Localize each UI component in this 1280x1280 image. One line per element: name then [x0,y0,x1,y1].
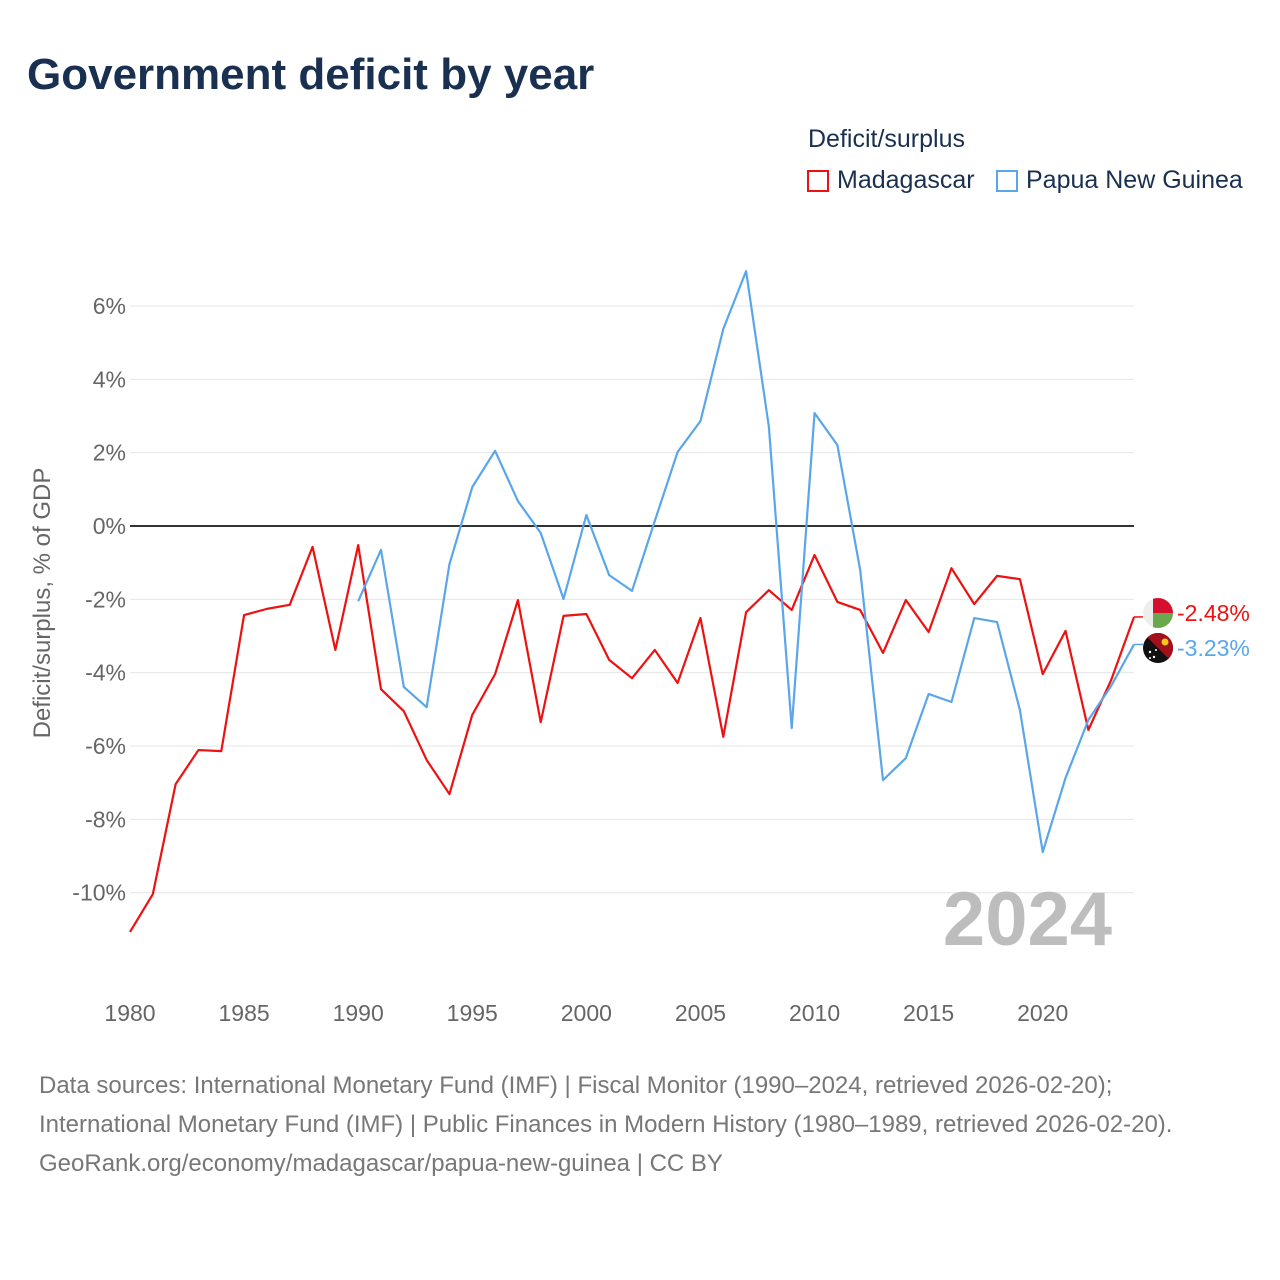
legend-item-papua-new-guinea[interactable]: Papua New Guinea [996,166,1243,195]
madagascar-end-label: -2.48% [1177,600,1250,626]
y-tick-label: 4% [93,366,126,392]
x-tick-label: 1985 [219,1000,270,1026]
x-tick-label: 1995 [447,1000,498,1026]
chart-title: Government deficit by year [27,50,595,99]
x-tick-label: 2015 [903,1000,954,1026]
year-watermark: 2024 [943,877,1112,962]
source-note: Data sources: International Monetary Fun… [39,1066,1239,1183]
series-line-papua-new-guinea [357,270,1135,854]
y-tick-label: -8% [85,806,126,832]
y-tick-label: 2% [93,440,126,466]
y-tick-label: 0% [93,513,126,539]
legend-title: Deficit/surplus [808,125,965,153]
plot-area: 6% 4% 2% 0% -2% -4% -6% -8% -10% 1980 1985 1990 199… [29,270,1250,1026]
y-tick-label: -10% [72,880,126,906]
papua-new-guinea-flag-icon [1143,633,1173,663]
x-tick-label: 1990 [333,1000,384,1026]
madagascar-flag-icon [1143,598,1173,628]
legend-swatch [807,169,829,192]
y-tick-label: -2% [85,586,126,612]
legend-item-madagascar[interactable]: Madagascar [807,166,975,195]
y-tick-label: -6% [85,733,126,759]
y-tick-label: -4% [85,660,126,686]
x-tick-label: 2020 [1017,1000,1068,1026]
papua-new-guinea-end-label: -3.23% [1177,635,1250,661]
x-tick-label: 2000 [561,1000,612,1026]
legend-label: Papua New Guinea [1026,166,1243,194]
y-axis-label: Deficit/surplus, % of GDP [29,468,56,739]
x-tick-label: 2005 [675,1000,726,1026]
y-tick-label: 6% [93,293,126,319]
legend-label: Madagascar [837,166,975,194]
data-sources: Data sources: International Monetary Fun… [39,1072,1173,1138]
x-tick-label: 2010 [789,1000,840,1026]
x-tick-label: 1980 [104,1000,155,1026]
legend-swatch [996,169,1018,192]
attribution-link[interactable]: GeoRank.org/economy/madagascar/papua-new… [39,1150,723,1177]
series-line-madagascar [129,543,1136,933]
